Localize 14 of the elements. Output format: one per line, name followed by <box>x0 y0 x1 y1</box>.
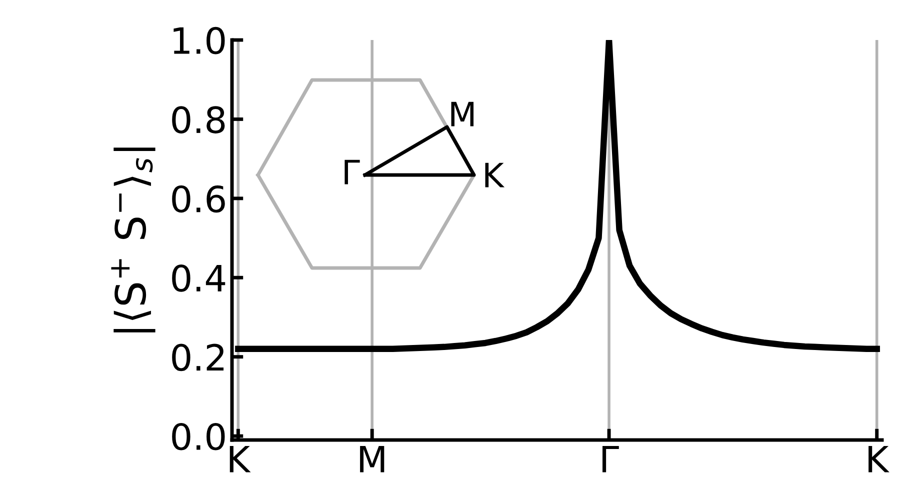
x-tick-label: K <box>868 446 890 472</box>
y-tick-label: 0.2 <box>172 344 224 372</box>
y-axis-title: |⟨S$^{+}$ S$^{−}$⟩$_{s}$| <box>111 148 156 332</box>
x-tick-label: Γ <box>602 446 619 472</box>
annotation: M <box>451 102 474 126</box>
y-tick-label: 0.4 <box>172 264 226 292</box>
x-tick-label: K <box>230 446 251 472</box>
annotation: K <box>485 162 505 188</box>
y-tick-label: 0.0 <box>172 422 225 450</box>
annotation: Γ <box>344 160 360 184</box>
x-tick-label: M <box>360 446 384 472</box>
y-tick-label: 1.0 <box>174 26 225 54</box>
y-tick-label: 0.6 <box>172 185 225 213</box>
y-tick-label: 0.8 <box>172 106 225 134</box>
